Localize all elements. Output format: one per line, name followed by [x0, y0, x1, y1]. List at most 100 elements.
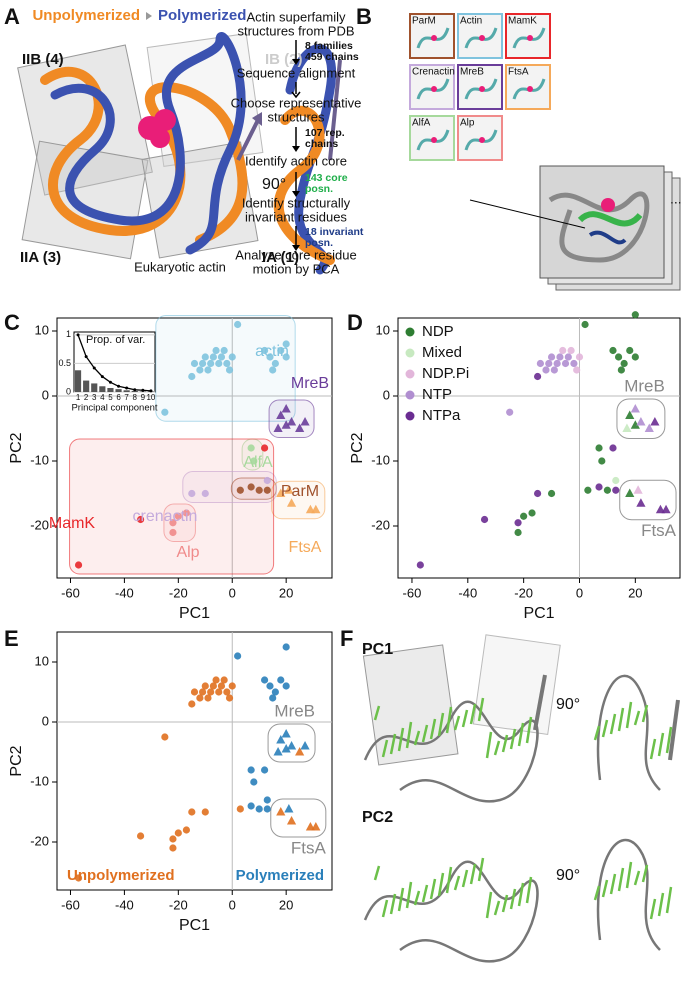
inset-x-label: Principal component	[71, 403, 157, 414]
vector	[517, 882, 525, 907]
x-tick-label: 2	[84, 393, 89, 402]
point	[223, 359, 231, 368]
arrow-head	[252, 112, 262, 126]
y-tick-label: 0	[42, 387, 49, 402]
point	[282, 643, 290, 651]
thumbnail-label: FtsA	[508, 67, 529, 78]
point	[622, 423, 632, 432]
thumbnail-ligand	[527, 35, 533, 41]
point	[225, 694, 234, 702]
group-outline	[619, 479, 677, 521]
point	[617, 366, 625, 374]
line	[77, 334, 151, 392]
vector	[641, 864, 649, 883]
vector	[593, 885, 601, 901]
step-text: structures	[267, 109, 325, 124]
y-tick-label: 10	[35, 322, 49, 337]
point	[212, 676, 220, 684]
step-text: Choose representative	[231, 95, 362, 110]
legend-marker	[405, 390, 415, 400]
vector	[413, 890, 421, 906]
point	[514, 519, 522, 527]
vector	[453, 875, 461, 891]
point	[260, 444, 269, 452]
bar	[123, 390, 130, 392]
point	[266, 353, 274, 361]
domain-box	[17, 44, 153, 196]
x-axis-label: PC1	[179, 605, 210, 622]
point	[282, 353, 290, 361]
flow-arrow-head	[292, 191, 300, 197]
x-tick-label: 5	[108, 393, 113, 402]
point	[247, 802, 255, 810]
point	[204, 694, 212, 702]
point	[215, 359, 223, 368]
x-tick-label: 1	[76, 393, 81, 402]
backbone	[548, 191, 650, 263]
vector	[477, 697, 485, 722]
thumbnail-ligand	[479, 86, 485, 92]
point	[190, 688, 199, 696]
vector	[525, 876, 533, 904]
point	[631, 311, 639, 319]
vector	[665, 886, 673, 914]
invariant-backbone	[588, 230, 627, 245]
vector	[453, 715, 461, 731]
thumbnail	[457, 13, 503, 59]
y-tick-label: 10	[35, 653, 49, 668]
panel-label: C	[4, 310, 20, 335]
step-annotation: 18 invariant	[305, 226, 364, 238]
x-tick-label: -20	[169, 585, 188, 600]
y-tick-label: -20	[30, 833, 49, 848]
vector	[429, 878, 437, 900]
legend-label: NDP	[422, 323, 454, 340]
point	[174, 829, 182, 837]
point	[281, 404, 291, 413]
x-tick-label: 7	[124, 393, 129, 402]
step-annotation: 459 chains	[305, 51, 359, 63]
panel-label: A	[4, 4, 20, 29]
point	[630, 420, 640, 429]
group-outline	[267, 723, 316, 763]
point	[277, 676, 285, 684]
x-tick-label: -20	[514, 585, 533, 600]
group-outline	[69, 438, 275, 575]
vector	[397, 727, 405, 752]
y-tick-label: 0.5	[58, 358, 71, 368]
domain-label: IIA (3)	[20, 249, 61, 266]
step-annotation: chains	[305, 138, 338, 150]
point	[281, 729, 291, 738]
point	[220, 676, 228, 684]
point	[550, 366, 558, 374]
point	[520, 512, 528, 520]
point	[506, 408, 514, 416]
backbone	[596, 674, 661, 791]
point	[225, 366, 234, 374]
point	[547, 489, 556, 498]
point	[295, 423, 305, 432]
point	[609, 444, 617, 452]
domain-box	[141, 141, 259, 259]
point	[255, 486, 263, 494]
point	[631, 353, 639, 361]
line-point	[133, 388, 137, 392]
flow-arrow-head	[292, 146, 300, 152]
group-label: MreB	[624, 376, 665, 395]
step-text: motion by PCA	[253, 261, 340, 276]
point	[625, 488, 635, 497]
point	[196, 694, 204, 702]
thumbnail-ligand	[431, 137, 437, 143]
x-tick-label: 0	[576, 585, 583, 600]
point	[625, 410, 635, 419]
vector	[509, 888, 517, 910]
thumbnail-ligand	[431, 35, 437, 41]
point	[236, 805, 244, 813]
legend-label: Polymerized	[236, 867, 324, 884]
vector	[625, 701, 633, 729]
bar	[107, 388, 114, 392]
x-tick-label: -20	[169, 897, 188, 912]
vector	[665, 726, 673, 754]
domain-label: IIB (4)	[22, 51, 64, 68]
arrow	[533, 674, 547, 731]
x-axis-label: PC1	[179, 917, 210, 934]
